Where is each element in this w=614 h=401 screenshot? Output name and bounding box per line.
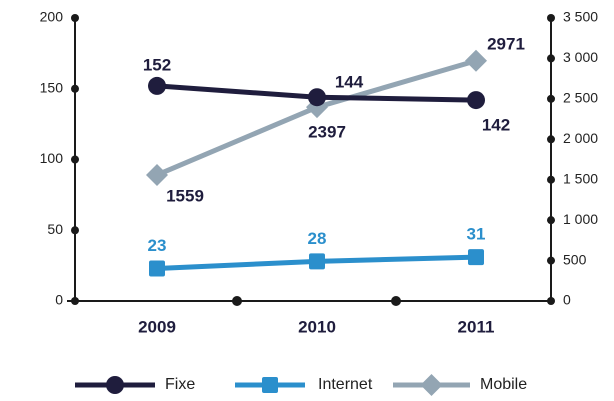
y2-tick <box>547 14 555 22</box>
y-tick-label: 100 <box>40 150 64 166</box>
point <box>146 163 168 186</box>
data-label: 2971 <box>487 34 525 53</box>
legend-marker <box>420 374 443 396</box>
y2-tick <box>547 94 555 103</box>
point <box>148 76 166 95</box>
data-label: 28 <box>308 229 327 248</box>
data-label: 144 <box>335 73 364 92</box>
legend-marker <box>106 376 124 394</box>
y2-tick <box>547 256 555 265</box>
y2-tick-label: 3 000 <box>563 49 598 65</box>
legend-marker <box>262 377 278 393</box>
y2-tick-label: 500 <box>563 251 587 267</box>
y-tick-label: 200 <box>40 9 64 25</box>
y-tick-label: 50 <box>47 221 63 237</box>
y-tick <box>71 155 79 164</box>
x-tick <box>232 296 242 306</box>
y2-tick-label: 2 000 <box>563 130 598 146</box>
data-label: 152 <box>143 55 171 74</box>
y2-tick <box>547 54 555 63</box>
x-tick-label: 2010 <box>298 317 336 336</box>
y2-tick-label: 1 500 <box>563 170 598 186</box>
point <box>465 49 487 72</box>
point <box>468 249 484 266</box>
y2-tick <box>547 175 555 184</box>
y-tick <box>71 226 79 235</box>
point <box>309 253 325 270</box>
legend-label: Internet <box>318 376 373 393</box>
x-tick <box>391 296 401 306</box>
y-tick-label: 150 <box>40 79 64 95</box>
point <box>308 88 326 107</box>
point <box>149 260 165 277</box>
y2-tick-label: 0 <box>563 292 571 308</box>
y-tick <box>71 297 79 305</box>
data-label: 1559 <box>166 186 204 205</box>
y2-tick-label: 1 000 <box>563 211 598 227</box>
y2-tick-label: 2 500 <box>563 90 598 106</box>
legend-label: Fixe <box>165 376 195 393</box>
x-tick-label: 2011 <box>458 317 495 336</box>
point <box>467 91 485 110</box>
x-tick-label: 2009 <box>138 317 176 336</box>
data-label: 2397 <box>308 123 346 142</box>
y2-tick <box>547 135 555 144</box>
y2-tick <box>547 297 555 305</box>
y2-tick <box>547 216 555 225</box>
legend-label: Mobile <box>480 376 527 393</box>
data-label: 31 <box>467 225 486 244</box>
data-label: 142 <box>482 116 510 135</box>
y-tick <box>71 14 79 22</box>
y-tick-label: 0 <box>55 292 63 308</box>
line <box>156 58 477 178</box>
y-tick <box>71 84 79 93</box>
data-label: 23 <box>148 236 167 255</box>
y2-tick-label: 3 500 <box>563 9 598 25</box>
